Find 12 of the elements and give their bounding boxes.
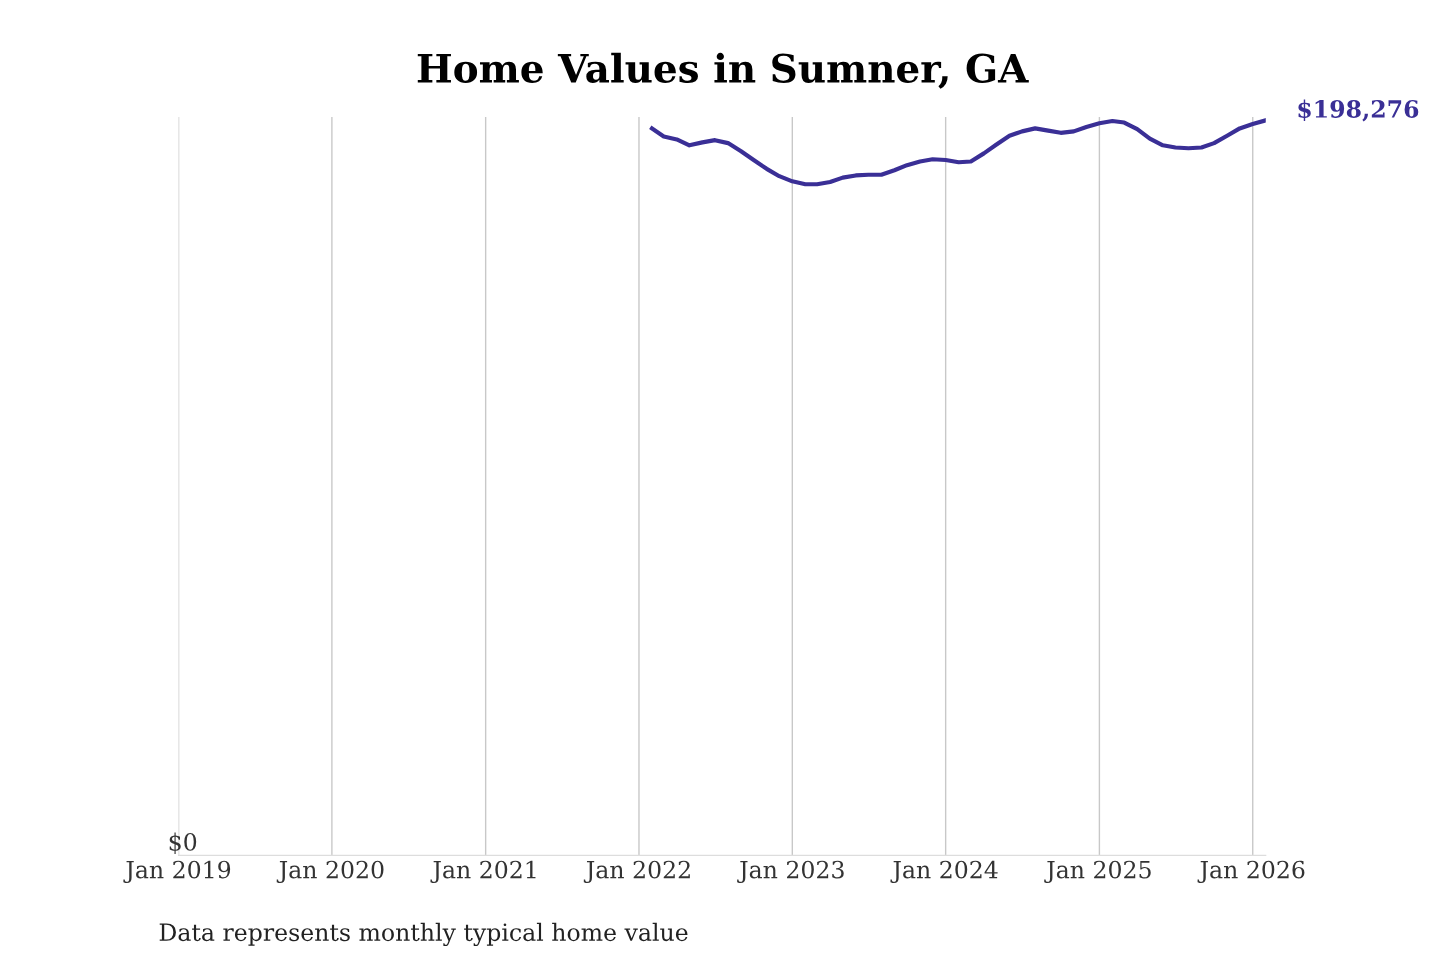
chart-title: Home Values in Sumner, GA bbox=[417, 52, 1029, 89]
x-tick-label: Jan 2019 bbox=[123, 860, 231, 884]
x-tick-label: Jan 2026 bbox=[1197, 860, 1305, 884]
x-tick-label: Jan 2020 bbox=[276, 860, 384, 884]
x-tick-label: Jan 2023 bbox=[737, 860, 844, 884]
text: Data represents monthly typical home value bbox=[159, 922, 688, 947]
annotation: $198,276 bbox=[1298, 99, 1419, 122]
annotation: $0 bbox=[169, 832, 197, 854]
x-tick-label: Jan 2025 bbox=[1044, 860, 1151, 884]
x-tick-label: Jan 2022 bbox=[583, 860, 690, 884]
x-tick-label: Jan 2024 bbox=[890, 860, 998, 884]
x-tick-label: Jan 2021 bbox=[430, 860, 536, 884]
